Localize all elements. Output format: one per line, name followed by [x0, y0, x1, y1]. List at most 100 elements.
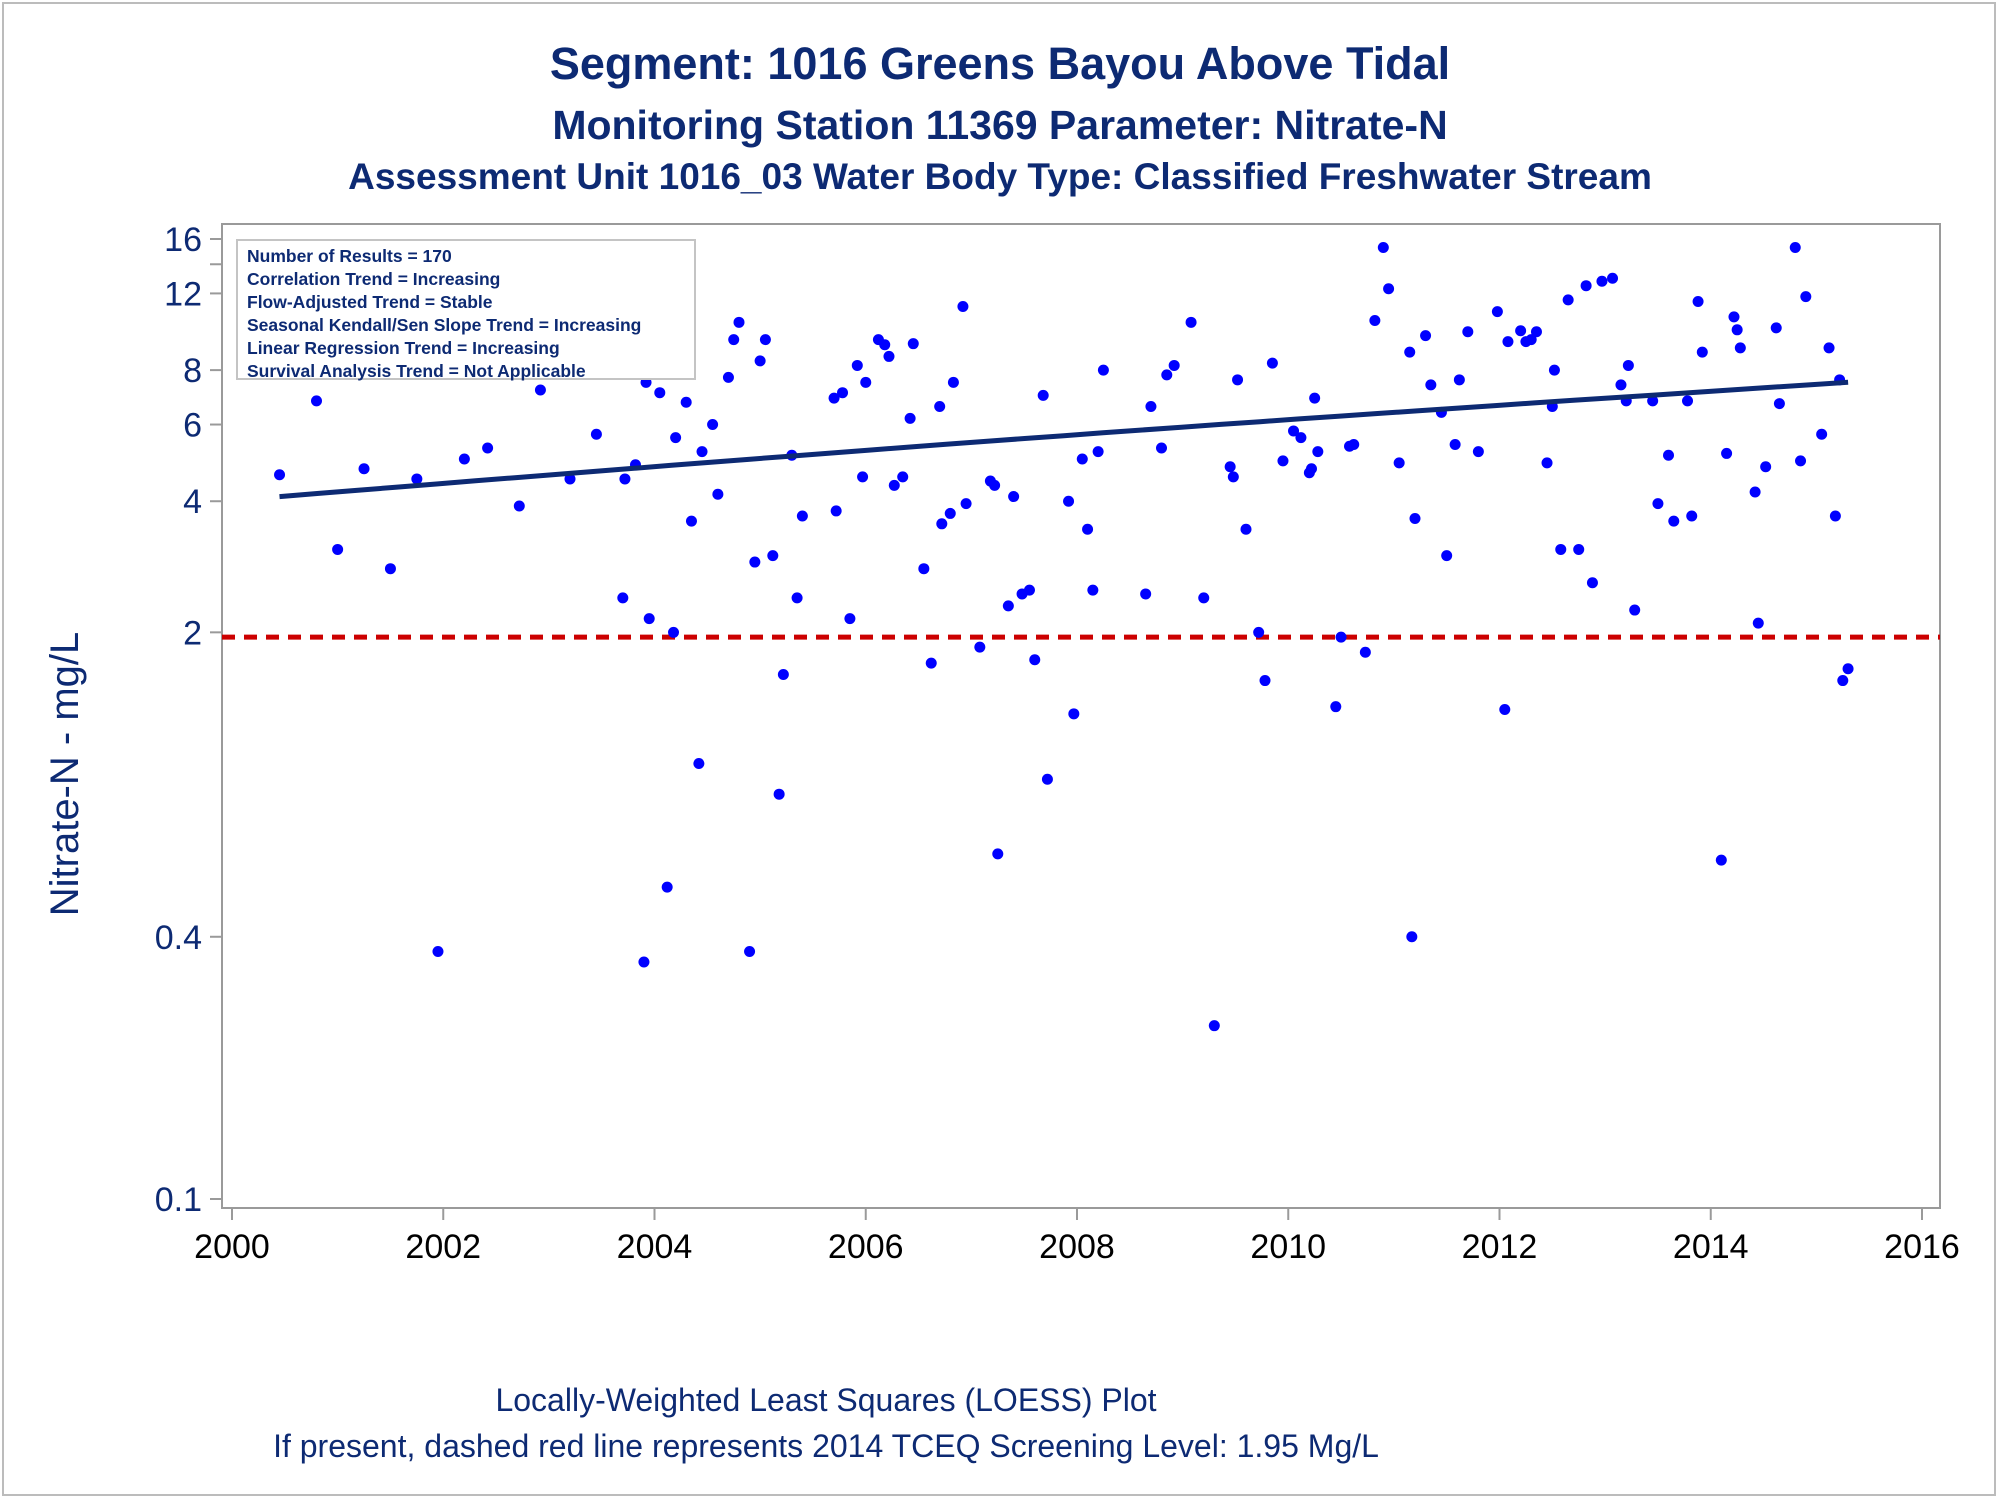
- data-point: [274, 469, 286, 481]
- data-point: [1420, 330, 1432, 342]
- data-point: [1715, 854, 1727, 866]
- data-point: [960, 498, 972, 510]
- data-point: [944, 507, 956, 519]
- data-point: [1002, 600, 1014, 612]
- data-point: [1499, 704, 1511, 716]
- data-point: [1734, 342, 1746, 354]
- data-point: [1409, 513, 1421, 525]
- data-point: [1752, 617, 1764, 629]
- chart-title: Segment: 1016 Greens Bayou Above Tidal: [549, 38, 1451, 89]
- data-point: [728, 334, 740, 346]
- data-point: [1453, 374, 1465, 386]
- data-point: [643, 613, 655, 625]
- data-point: [1502, 336, 1514, 348]
- data-point: [1092, 446, 1104, 458]
- x-tick-label: 2004: [617, 1228, 693, 1266]
- data-point: [907, 338, 919, 350]
- data-point: [1309, 392, 1321, 404]
- data-point: [830, 505, 842, 517]
- x-tick-label: 2006: [828, 1228, 904, 1266]
- data-point: [1580, 280, 1592, 292]
- data-point: [1596, 275, 1608, 287]
- data-point: [670, 432, 682, 444]
- data-point: [1037, 389, 1049, 401]
- data-point: [1800, 291, 1812, 303]
- data-point: [693, 757, 705, 769]
- data-point: [1224, 461, 1236, 473]
- data-point: [1647, 395, 1659, 407]
- data-point: [1773, 398, 1785, 410]
- y-tick-label: 4: [183, 483, 202, 521]
- data-point: [1068, 708, 1080, 720]
- data-point: [654, 387, 666, 399]
- data-point: [1472, 446, 1484, 458]
- data-point: [668, 626, 680, 638]
- footnote-screening-level: If present, dashed red line represents 2…: [273, 1428, 1379, 1464]
- data-point: [1789, 241, 1801, 253]
- data-point: [1008, 491, 1020, 503]
- data-point: [712, 488, 724, 500]
- data-point: [1335, 631, 1347, 643]
- data-point: [1266, 357, 1278, 369]
- data-point: [1615, 379, 1627, 391]
- data-point: [1548, 364, 1560, 376]
- x-tick-label: 2002: [405, 1228, 481, 1266]
- y-tick-label: 8: [183, 352, 202, 390]
- data-point: [1023, 584, 1035, 596]
- data-point: [1076, 453, 1088, 465]
- data-point: [974, 641, 986, 653]
- trend-line: [279, 379, 1849, 500]
- data-point: [1082, 523, 1094, 535]
- data-point: [733, 316, 745, 328]
- data-point: [897, 471, 909, 483]
- data-point: [1425, 379, 1437, 391]
- data-point: [828, 392, 840, 404]
- chart-subtitle-assessment: Assessment Unit 1016_03 Water Body Type:…: [348, 156, 1652, 197]
- data-point: [1682, 395, 1694, 407]
- data-point: [1629, 604, 1641, 616]
- data-point: [513, 500, 525, 512]
- legend-flow-adjusted-trend: Flow-Adjusted Trend = Stable: [247, 292, 493, 312]
- data-point: [1622, 359, 1634, 371]
- data-point: [773, 788, 785, 800]
- data-point: [837, 387, 849, 399]
- legend-survival-analysis-trend: Survival Analysis Trend = Not Applicable: [247, 361, 586, 381]
- plot-frame: [221, 223, 1941, 1209]
- data-point: [707, 419, 719, 431]
- x-tick-label: 2014: [1673, 1228, 1749, 1266]
- axes: 2000 2002 2004 2006 2008 2010 2012 2014 2016 0.1 0…: [155, 221, 1960, 1266]
- legend-seasonal-kendall-trend: Seasonal Kendall/Sen Slope Trend = Incre…: [247, 315, 642, 335]
- data-point: [1530, 326, 1542, 338]
- data-point: [1383, 283, 1395, 295]
- data-point: [1232, 374, 1244, 386]
- x-tick-label: 2010: [1250, 1228, 1326, 1266]
- data-point: [1541, 457, 1553, 469]
- data-point: [767, 550, 779, 562]
- y-tick-label: 0.1: [155, 1181, 202, 1219]
- data-point: [680, 396, 692, 408]
- data-point: [749, 556, 761, 568]
- data-point: [1208, 1020, 1220, 1032]
- data-point: [1749, 486, 1761, 498]
- data-point: [1555, 543, 1567, 555]
- trend-summary-legend: Number of Results = 170 Correlation Tren…: [236, 239, 696, 381]
- data-point: [1393, 457, 1405, 469]
- data-point: [1441, 550, 1453, 562]
- data-point: [879, 339, 891, 351]
- x-tick-label: 2016: [1884, 1228, 1960, 1266]
- data-point: [1063, 495, 1075, 507]
- data-point: [1731, 324, 1743, 336]
- data-point: [1097, 364, 1109, 376]
- data-point: [1573, 543, 1585, 555]
- data-point: [904, 412, 916, 424]
- data-point: [1145, 401, 1157, 413]
- trend-layer: [279, 379, 1849, 500]
- data-point: [888, 479, 900, 491]
- data-point: [358, 463, 370, 475]
- data-point: [1227, 471, 1239, 483]
- data-point: [332, 543, 344, 555]
- data-point: [1562, 294, 1574, 306]
- y-tick-label: 16: [164, 221, 202, 259]
- data-point: [851, 359, 863, 371]
- data-point: [796, 510, 808, 522]
